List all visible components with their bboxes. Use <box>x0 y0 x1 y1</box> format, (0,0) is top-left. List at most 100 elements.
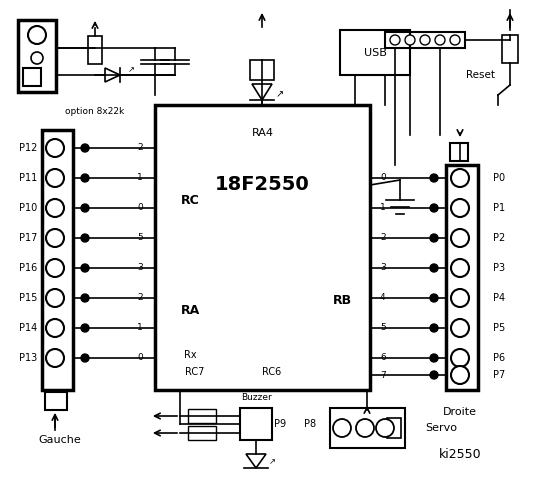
Circle shape <box>430 204 438 212</box>
Circle shape <box>405 35 415 45</box>
Text: RB: RB <box>332 293 352 307</box>
Circle shape <box>46 199 64 217</box>
Text: ↗: ↗ <box>128 65 134 74</box>
Circle shape <box>46 229 64 247</box>
Text: 1: 1 <box>137 324 143 333</box>
Text: 1: 1 <box>137 173 143 182</box>
Circle shape <box>451 349 469 367</box>
Circle shape <box>430 264 438 272</box>
Text: 3: 3 <box>137 264 143 273</box>
Text: RA: RA <box>180 303 200 316</box>
Circle shape <box>46 349 64 367</box>
Bar <box>340 30 410 75</box>
Text: Buzzer: Buzzer <box>241 394 272 403</box>
Circle shape <box>451 199 469 217</box>
Text: P4: P4 <box>493 293 505 303</box>
Circle shape <box>31 52 43 64</box>
Circle shape <box>46 139 64 157</box>
Bar <box>385 32 465 48</box>
Text: ↗: ↗ <box>276 89 284 99</box>
Circle shape <box>430 234 438 242</box>
Circle shape <box>46 289 64 307</box>
Text: Gauche: Gauche <box>39 435 81 445</box>
Circle shape <box>451 229 469 247</box>
Text: P11: P11 <box>19 173 37 183</box>
Bar <box>88 36 102 64</box>
Text: Servo: Servo <box>425 423 457 433</box>
Bar <box>387 418 401 438</box>
Text: P1: P1 <box>493 203 505 213</box>
Text: P0: P0 <box>493 173 505 183</box>
Circle shape <box>81 264 89 272</box>
Circle shape <box>430 354 438 362</box>
Text: Droite: Droite <box>443 407 477 417</box>
Bar <box>250 60 274 80</box>
Text: P16: P16 <box>19 263 37 273</box>
Text: P8: P8 <box>304 419 316 429</box>
Bar <box>240 408 272 440</box>
Circle shape <box>450 35 460 45</box>
Text: RA4: RA4 <box>252 128 274 138</box>
Text: option 8x22k: option 8x22k <box>65 108 124 117</box>
Circle shape <box>430 371 438 379</box>
Text: 7: 7 <box>380 371 386 380</box>
Bar <box>188 409 216 423</box>
Text: 3: 3 <box>380 264 386 273</box>
Text: 2: 2 <box>380 233 385 242</box>
Circle shape <box>81 324 89 332</box>
Text: Rx: Rx <box>184 350 196 360</box>
Circle shape <box>451 319 469 337</box>
Circle shape <box>376 419 394 437</box>
Text: RC: RC <box>181 193 200 206</box>
Text: 5: 5 <box>380 324 386 333</box>
Bar <box>42 130 73 390</box>
Text: RC6: RC6 <box>262 367 281 377</box>
Text: P6: P6 <box>493 353 505 363</box>
Text: 2: 2 <box>137 144 143 153</box>
Text: ki2550: ki2550 <box>439 448 481 461</box>
Bar <box>450 143 468 161</box>
Text: P10: P10 <box>19 203 37 213</box>
Circle shape <box>435 35 445 45</box>
Circle shape <box>451 289 469 307</box>
Bar <box>330 408 405 448</box>
Circle shape <box>420 35 430 45</box>
Circle shape <box>430 294 438 302</box>
Circle shape <box>46 259 64 277</box>
Circle shape <box>46 169 64 187</box>
Text: P2: P2 <box>493 233 505 243</box>
Text: P17: P17 <box>19 233 37 243</box>
Text: 0: 0 <box>137 353 143 362</box>
Circle shape <box>390 35 400 45</box>
Circle shape <box>28 26 46 44</box>
Text: 0: 0 <box>137 204 143 213</box>
Text: 6: 6 <box>380 353 386 362</box>
Circle shape <box>81 204 89 212</box>
Bar <box>188 426 216 440</box>
Text: P9: P9 <box>274 419 286 429</box>
Text: 4: 4 <box>380 293 385 302</box>
Circle shape <box>356 419 374 437</box>
Bar <box>18 20 56 92</box>
Text: Reset: Reset <box>466 70 495 80</box>
Circle shape <box>430 324 438 332</box>
Circle shape <box>451 259 469 277</box>
Text: P3: P3 <box>493 263 505 273</box>
Bar <box>155 105 370 390</box>
Text: ↗: ↗ <box>269 457 275 467</box>
Text: USB: USB <box>363 48 387 58</box>
Circle shape <box>451 366 469 384</box>
Text: P13: P13 <box>19 353 37 363</box>
Circle shape <box>81 294 89 302</box>
Text: P12: P12 <box>19 143 37 153</box>
Circle shape <box>46 319 64 337</box>
Bar <box>446 165 478 390</box>
Circle shape <box>430 174 438 182</box>
Text: P15: P15 <box>19 293 37 303</box>
Text: 5: 5 <box>137 233 143 242</box>
Text: P7: P7 <box>493 370 505 380</box>
Text: 1: 1 <box>380 204 386 213</box>
Text: 2: 2 <box>137 293 143 302</box>
Circle shape <box>333 419 351 437</box>
Text: 0: 0 <box>380 173 386 182</box>
